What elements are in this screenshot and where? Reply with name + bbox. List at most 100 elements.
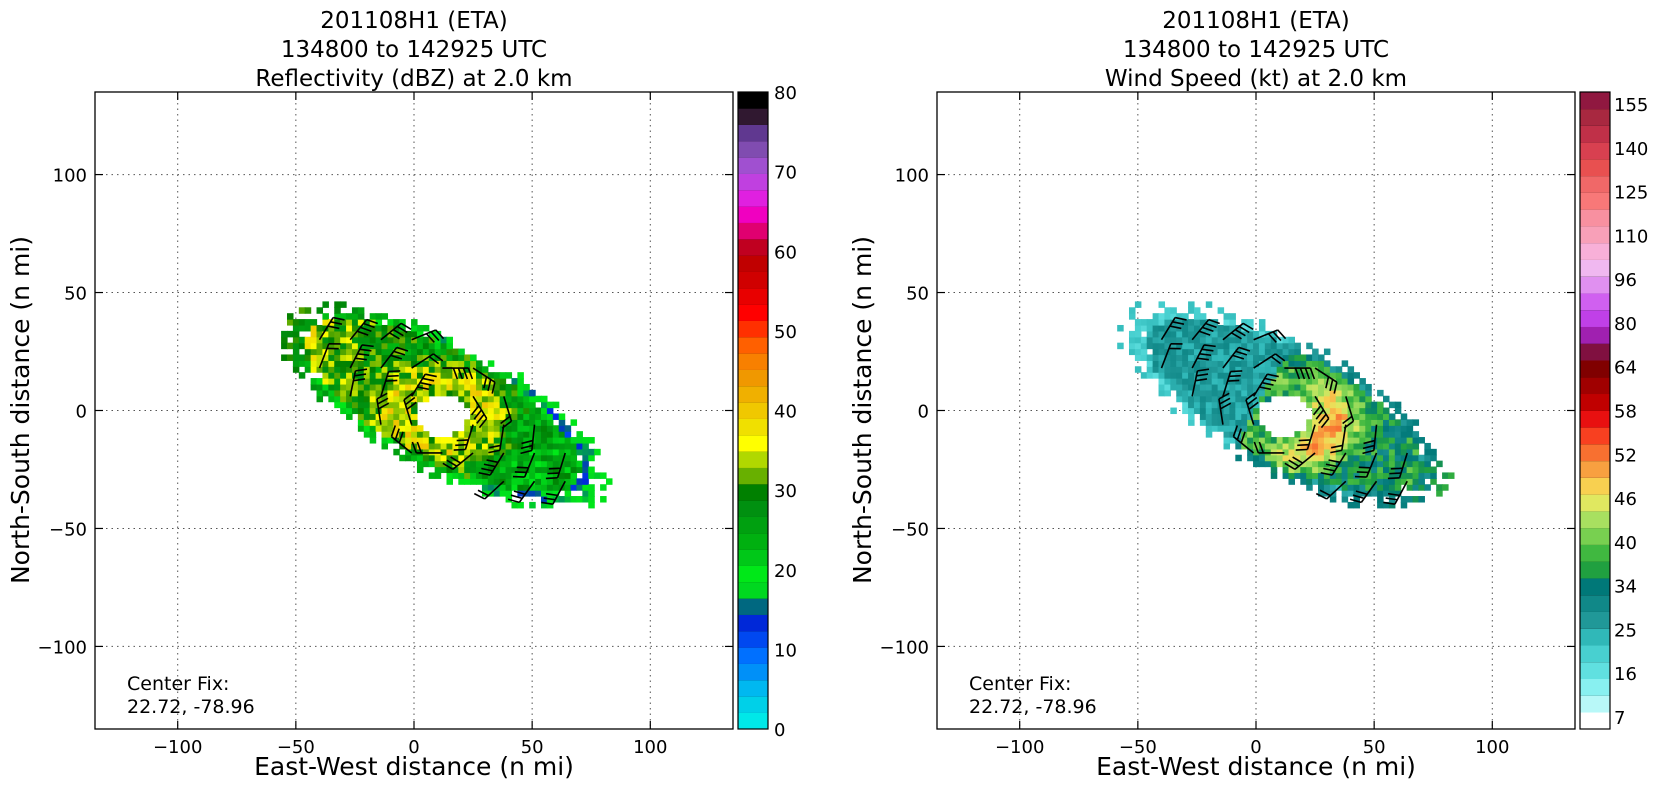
field-cell: [1342, 472, 1349, 478]
field-cell: [317, 307, 324, 313]
panel-title-line-1: 201108H1 (ETA): [320, 8, 508, 34]
field-cell: [1212, 360, 1219, 366]
field-cell: [541, 396, 548, 402]
field-cell: [405, 337, 412, 343]
field-cell: [1389, 402, 1396, 408]
field-cell: [1383, 408, 1390, 414]
field-cell: [565, 425, 572, 431]
field-cell: [1324, 425, 1331, 431]
field-cell: [370, 437, 377, 443]
field-cell: [441, 437, 448, 443]
field-cell: [1153, 349, 1160, 355]
field-cell: [334, 360, 341, 366]
field-cell: [1318, 449, 1325, 455]
field-cell: [500, 408, 507, 414]
field-cell: [535, 490, 542, 496]
x-axis-label: East-West distance (n mi): [254, 752, 574, 781]
colorbar-segment: [738, 157, 768, 174]
field-cell: [470, 472, 477, 478]
field-cell: [588, 484, 595, 490]
field-cell: [482, 449, 489, 455]
field-cell: [1147, 360, 1154, 366]
y-tick-label: −100: [880, 637, 929, 658]
field-cell: [476, 478, 483, 484]
field-cell: [293, 343, 300, 349]
field-cell: [1176, 360, 1183, 366]
field-cell: [364, 425, 371, 431]
field-cell: [500, 490, 507, 496]
x-tick-label: −100: [995, 737, 1044, 758]
colorbar-segment: [738, 566, 768, 583]
colorbar-segment: [1580, 561, 1610, 578]
field-cell: [1194, 343, 1201, 349]
colorbar-segment: [738, 141, 768, 158]
field-cell: [1153, 354, 1160, 360]
field-cell: [322, 337, 329, 343]
field-cell: [446, 390, 453, 396]
field-cell: [1348, 431, 1355, 437]
center-fix-label: Center Fix:: [969, 673, 1071, 695]
field-cell: [446, 437, 453, 443]
field-cell: [1147, 372, 1154, 378]
field-cell: [376, 354, 383, 360]
colorbar-segment: [738, 647, 768, 664]
field-cell: [1353, 443, 1360, 449]
field-cell: [1235, 455, 1242, 461]
field-cell: [1306, 354, 1313, 360]
field-cell: [535, 478, 542, 484]
field-cell: [506, 390, 513, 396]
field-cell: [1348, 437, 1355, 443]
field-cell: [506, 425, 513, 431]
field-cell: [576, 467, 583, 473]
center-fix-label: Center Fix:: [127, 673, 229, 695]
field-cell: [1377, 413, 1384, 419]
field-cell: [1318, 354, 1325, 360]
field-cell: [1253, 455, 1260, 461]
field-cell: [1259, 396, 1266, 402]
x-tick-label: −100: [153, 737, 202, 758]
field-cell: [393, 402, 400, 408]
field-cell: [1182, 331, 1189, 337]
colorbar-segment: [1580, 427, 1610, 444]
field-cell: [464, 360, 471, 366]
field-cell: [364, 413, 371, 419]
field-cell: [482, 425, 489, 431]
field-cell: [517, 408, 524, 414]
field-cell: [1436, 490, 1443, 496]
field-cell: [352, 408, 359, 414]
field-cell: [411, 343, 418, 349]
field-cell: [1300, 443, 1307, 449]
field-cell: [1353, 478, 1360, 484]
field-cell: [559, 425, 566, 431]
field-cell: [1182, 354, 1189, 360]
field-cell: [1147, 354, 1154, 360]
field-cell: [405, 455, 412, 461]
field-cell: [1413, 419, 1420, 425]
field-cell: [1395, 467, 1402, 473]
field-cell: [1147, 366, 1154, 372]
colorbar-segment: [738, 108, 768, 125]
field-cell: [446, 372, 453, 378]
field-cell: [1271, 467, 1278, 473]
field-cell: [423, 461, 430, 467]
field-cell: [1224, 408, 1231, 414]
colorbar-segment: [1580, 310, 1610, 327]
field-cell: [1182, 343, 1189, 349]
field-cell: [1218, 425, 1225, 431]
panel-title-line-3: Reflectivity (dBZ) at 2.0 km: [255, 66, 572, 92]
field-cell: [464, 425, 471, 431]
field-cell: [1277, 443, 1284, 449]
field-cell: [1283, 384, 1290, 390]
field-cell: [364, 390, 371, 396]
field-cell: [1371, 472, 1378, 478]
field-cell: [352, 319, 359, 325]
field-cell: [547, 419, 554, 425]
field-cell: [352, 307, 359, 313]
field-cell: [446, 472, 453, 478]
field-cell: [1147, 343, 1154, 349]
field-cell: [328, 349, 335, 355]
field-cell: [588, 496, 595, 502]
field-cell: [317, 378, 324, 384]
field-cell: [1383, 443, 1390, 449]
field-cell: [1271, 366, 1278, 372]
